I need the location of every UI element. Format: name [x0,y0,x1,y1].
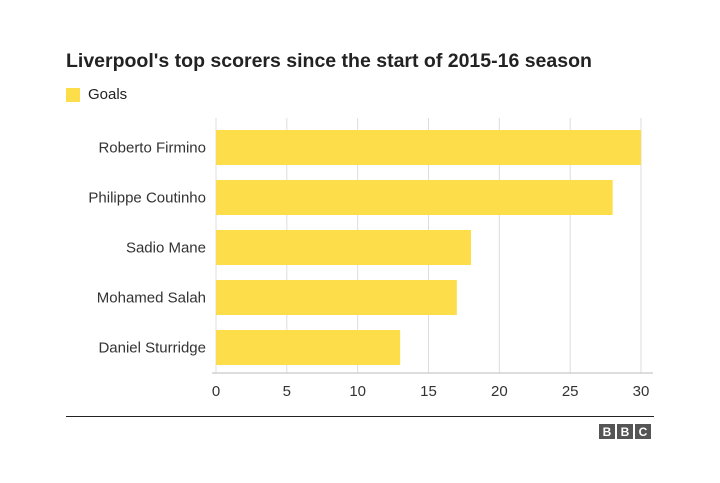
category-label: Mohamed Salah [97,290,206,307]
x-tick-label: 10 [349,383,366,400]
category-label: Sadio Mane [126,240,206,257]
bbc-logo: B B C [599,424,651,439]
x-tick-label: 5 [283,383,291,400]
chart-title: Liverpool's top scorers since the start … [66,50,592,72]
x-tick-label: 25 [562,383,579,400]
bar [216,130,641,165]
legend-swatch-goals [66,87,80,102]
bbc-logo-letter: B [599,424,615,439]
bar [216,230,471,265]
legend: Goals [66,86,127,103]
bar [216,280,457,315]
category-label: Roberto Firmino [98,140,206,157]
bar [216,180,613,215]
category-label: Daniel Sturridge [98,340,206,357]
x-tick-label: 0 [212,383,220,400]
x-tick-label: 30 [633,383,650,400]
bbc-logo-letter: B [617,424,633,439]
bbc-logo-letter: C [635,424,651,439]
category-label: Philippe Coutinho [88,190,206,207]
bar [216,330,401,365]
legend-label-goals: Goals [88,86,128,103]
x-tick-label: 15 [420,383,437,400]
footer-rule [66,416,654,417]
x-tick-label: 20 [491,383,508,400]
